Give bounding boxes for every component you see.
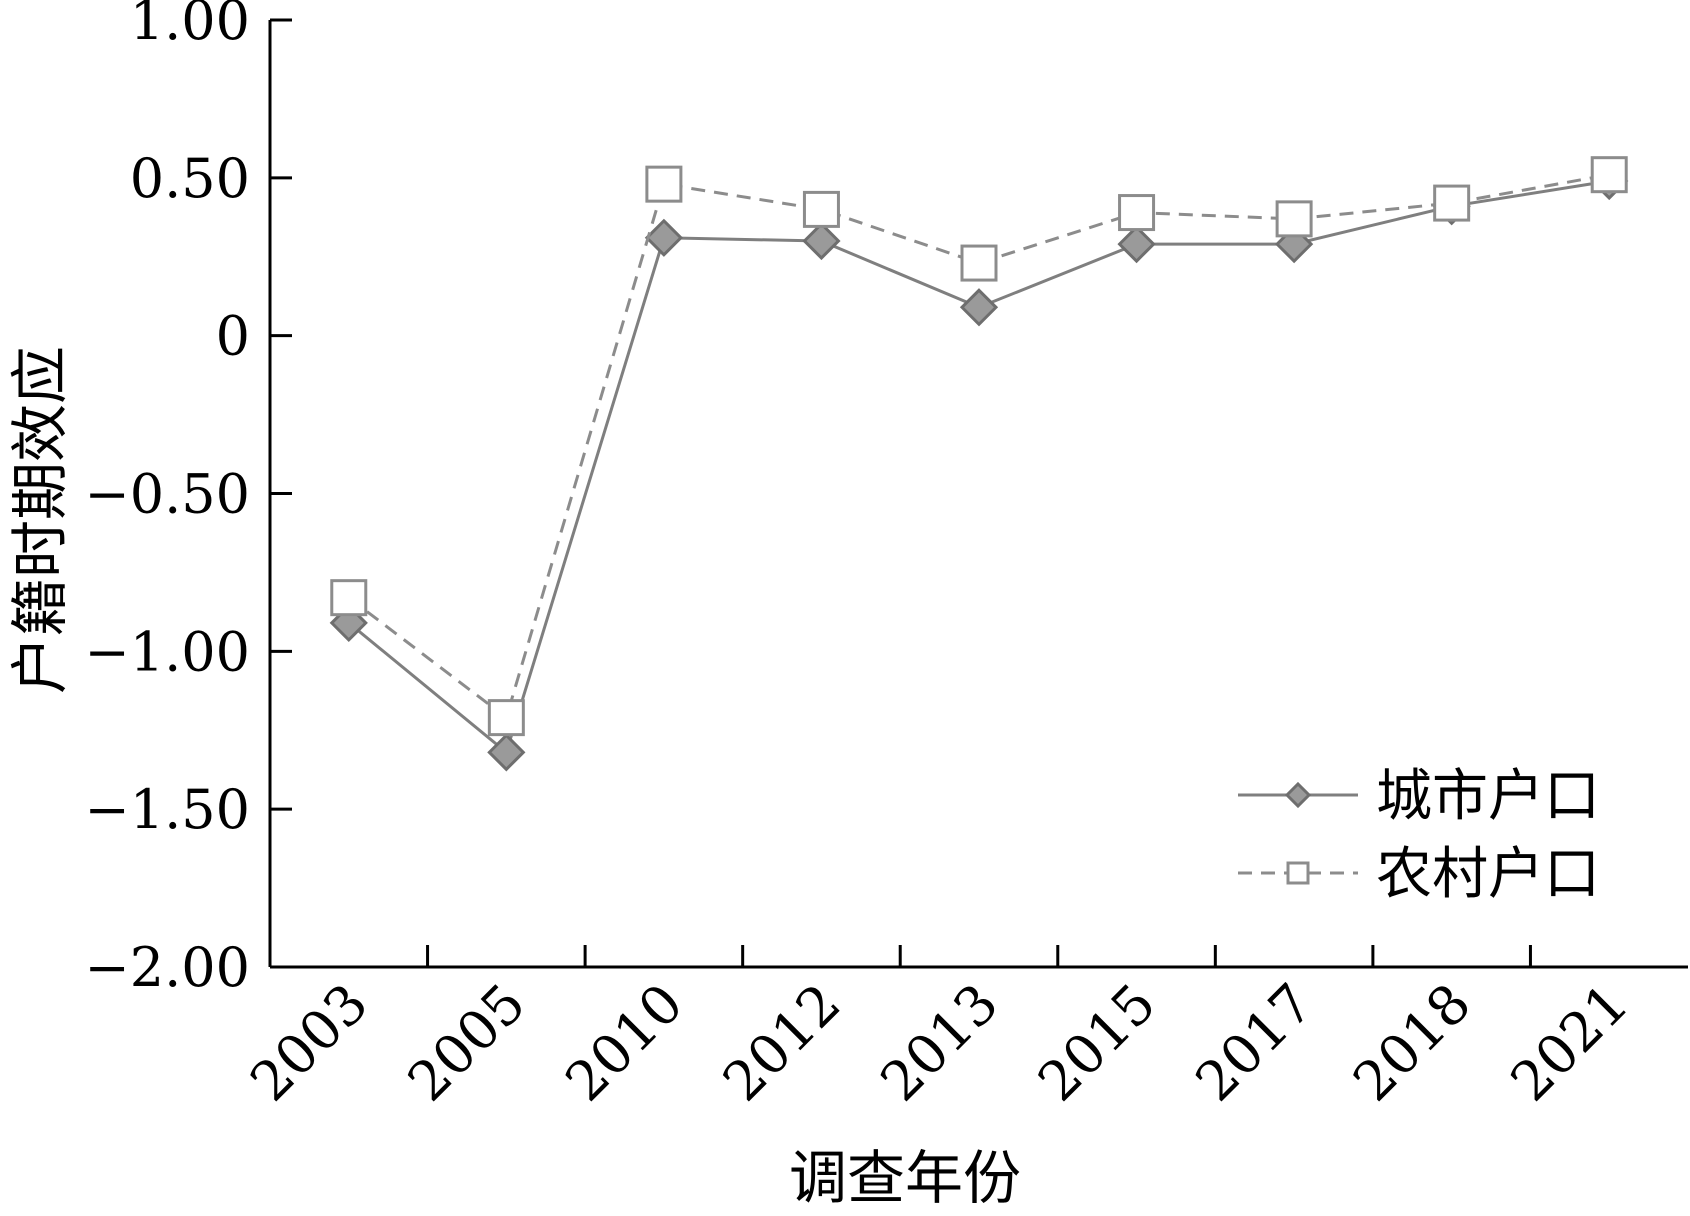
x-axis-ticks: 2003 2005 2010 2012 2013 2015 2017 2018 2021 (238, 945, 1640, 1113)
y-tick-label: 0.50 (130, 147, 250, 210)
legend-marker-diamond (1284, 781, 1312, 809)
data-point-square (487, 699, 525, 737)
y-tick-label: −1.50 (85, 778, 250, 841)
data-point-square (1118, 194, 1156, 232)
x-tick-label: 2015 (1026, 972, 1168, 1114)
data-point-diamond (1117, 225, 1156, 264)
y-axis-title: 户籍时期效应 (6, 346, 74, 694)
data-point-square (330, 579, 368, 617)
data-point-square (802, 190, 840, 228)
x-tick-label: 2010 (553, 972, 695, 1114)
series-rural (330, 156, 1628, 737)
y-tick-label: −2.00 (85, 936, 250, 999)
x-tick-label: 2012 (711, 972, 853, 1114)
data-point-square (645, 165, 683, 203)
x-tick-label: 2017 (1184, 972, 1326, 1114)
legend-label: 农村户口 (1376, 842, 1600, 907)
data-point-diamond (644, 218, 684, 257)
series-group (329, 156, 1629, 772)
data-point-square (960, 244, 998, 282)
y-tick-label: 0 (216, 305, 250, 368)
legend-marker-square (1286, 861, 1310, 885)
x-tick-label: 2021 (1499, 972, 1641, 1114)
data-point-diamond (487, 733, 526, 772)
x-tick-label: 2013 (868, 972, 1010, 1114)
y-tick-label: −1.00 (85, 620, 250, 683)
data-point-diamond (802, 221, 841, 261)
x-tick-label: 2018 (1341, 972, 1483, 1114)
data-point-diamond (959, 288, 999, 327)
x-axis-title: 调查年份 (789, 1144, 1021, 1212)
y-tick-label: −0.50 (85, 463, 250, 526)
y-axis-ticks: 1.00 0.50 0 −0.50 −1.00 −1.50 −2.00 (85, 0, 292, 999)
data-point-square (1433, 184, 1471, 222)
x-tick-label: 2003 (238, 972, 380, 1114)
legend-label: 城市户口 (1376, 764, 1600, 829)
data-point-square (1590, 156, 1628, 194)
x-tick-label: 2005 (396, 972, 538, 1114)
series-line (347, 173, 1610, 721)
y-tick-label: 1.00 (130, 0, 250, 52)
data-point-square (1275, 200, 1313, 238)
